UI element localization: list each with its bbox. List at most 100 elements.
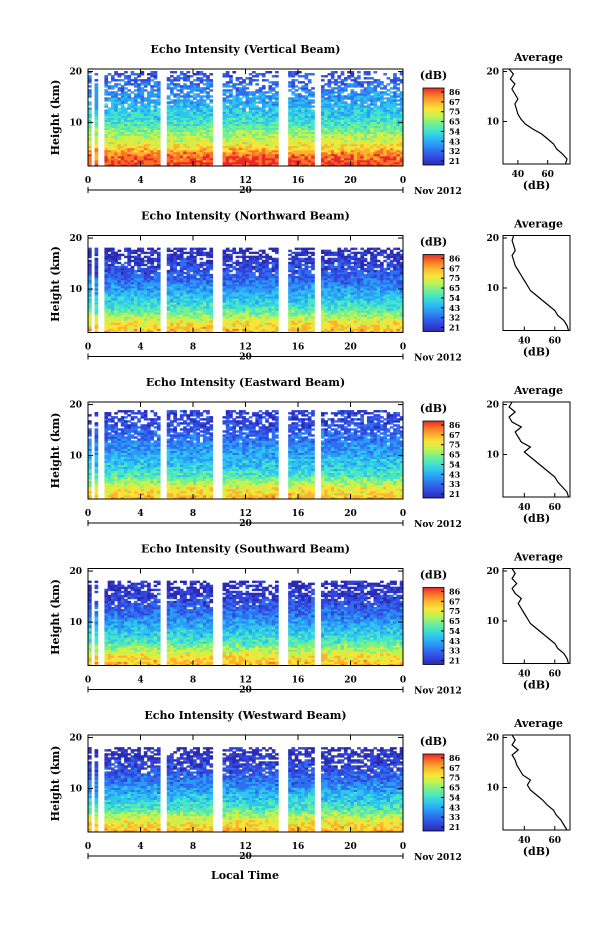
heatmap-cell [222, 163, 227, 167]
heatmap-cell [130, 149, 135, 153]
heatmap-cell [268, 111, 273, 114]
heatmap-cell [189, 137, 194, 141]
heatmap-cell [133, 292, 138, 295]
heatmap-cell [170, 71, 174, 74]
heatmap-cell [133, 139, 138, 143]
heatmap-cell [255, 125, 260, 128]
heatmap-cell [173, 143, 177, 147]
heatmap-cell [153, 103, 158, 106]
heatmap-cell [173, 131, 177, 135]
heatmap-cell [294, 115, 299, 118]
heatmap-cell [156, 304, 161, 307]
heatmap-cell [255, 97, 260, 100]
heatmap-cell [147, 324, 151, 327]
heatmap-cell [324, 75, 328, 78]
heatmap-cell [320, 75, 325, 78]
heatmap-cell [110, 273, 115, 277]
heatmap-cell [238, 91, 243, 94]
heatmap-cell [153, 85, 158, 88]
heatmap-cell [389, 157, 394, 161]
heatmap-cell [396, 107, 401, 110]
heatmap-cell [189, 328, 194, 331]
heatmap-cell [199, 153, 204, 157]
heatmap-cell [137, 263, 141, 267]
heatmap-cell [232, 330, 237, 333]
heatmap-cell [173, 135, 177, 139]
heatmap-cell [320, 105, 325, 108]
heatmap-cell [206, 292, 210, 295]
heatmap-cell [242, 125, 246, 128]
heatmap-cell [147, 107, 151, 110]
heatmap-cell [179, 269, 184, 273]
heatmap-cell [127, 300, 132, 303]
heatmap-cell [238, 324, 243, 327]
heatmap-cell [117, 137, 122, 141]
heatmap-cell [294, 105, 299, 108]
heatmap-cell [357, 93, 361, 96]
heatmap-cell [304, 139, 309, 143]
heatmap-cell [124, 271, 128, 275]
heatmap-cell [252, 155, 256, 159]
heatmap-cell [196, 292, 200, 295]
heatmap-cell [156, 135, 161, 139]
heatmap-cell [176, 95, 181, 98]
heatmap-cell [225, 292, 230, 295]
heatmap-cell [271, 119, 276, 122]
heatmap-cell [110, 137, 115, 141]
heatmap-cell [110, 324, 115, 327]
heatmap-cell [337, 159, 342, 163]
heatmap-cell [311, 117, 315, 120]
heatmap-cell [186, 251, 191, 255]
heatmap-cell [133, 109, 138, 112]
heatmap-cell [170, 330, 174, 333]
heatmap-cell [170, 296, 174, 299]
heatmap-cell [130, 153, 135, 157]
heatmap-cell [242, 113, 246, 116]
heatmap-cell [189, 330, 194, 333]
heatmap-cell [140, 137, 145, 141]
heatmap-cell [110, 143, 115, 147]
heatmap-cell [196, 161, 200, 165]
heatmap-cell [222, 125, 227, 128]
heatmap-cell [104, 109, 109, 112]
heatmap-cell [140, 97, 145, 100]
heatmap-cell [143, 308, 148, 311]
heatmap-cell [261, 159, 266, 163]
heatmap-cell [235, 145, 240, 149]
heatmap-cell [114, 275, 118, 279]
heatmap-cell [117, 310, 122, 313]
heatmap-cell [183, 105, 187, 108]
heatmap-cell [275, 119, 279, 122]
heatmap-cell [147, 109, 151, 112]
heatmap-cell [252, 149, 256, 153]
heatmap-cell [173, 265, 177, 269]
heatmap-cell [150, 308, 155, 311]
heatmap-cell [120, 279, 125, 283]
heatmap-cell [396, 141, 401, 145]
heatmap-cell [193, 161, 197, 165]
heatmap-cell [196, 267, 200, 271]
heatmap-cell [225, 267, 230, 271]
heatmap-cell [324, 113, 328, 116]
heatmap-cell [268, 145, 273, 149]
heatmap-cell [383, 133, 387, 137]
heatmap-cell [170, 115, 174, 118]
heatmap-cell [386, 89, 391, 92]
heatmap-cell [353, 85, 358, 88]
heatmap-cell [238, 143, 243, 147]
heatmap-cell [235, 119, 240, 122]
heatmap-cell [334, 91, 338, 94]
heatmap-cell [366, 129, 371, 133]
heatmap-cell [153, 163, 158, 167]
heatmap-cell [150, 79, 155, 82]
heatmap-cell [107, 263, 112, 267]
heatmap-cell [334, 115, 338, 118]
heatmap-cell [120, 73, 125, 76]
heatmap-cell [206, 273, 210, 277]
heatmap-cell [156, 89, 161, 92]
heatmap-cell [196, 263, 200, 267]
heatmap-cell [347, 129, 351, 133]
heatmap-cell [383, 117, 387, 120]
heatmap-cell [94, 304, 99, 307]
heatmap-cell [337, 109, 342, 112]
